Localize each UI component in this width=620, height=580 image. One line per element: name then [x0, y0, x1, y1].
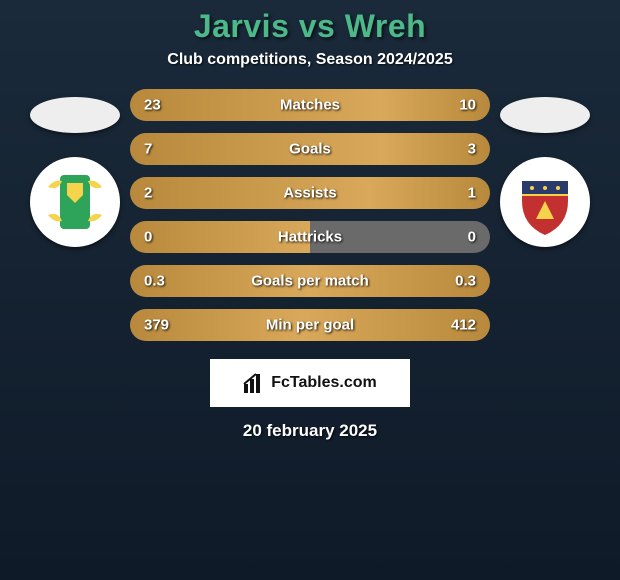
stat-value-left: 2 [144, 185, 152, 202]
right-side [490, 89, 600, 247]
infographic-container: Jarvis vs Wreh Club competitions, Season… [0, 0, 620, 580]
stat-value-left: 0 [144, 229, 152, 246]
stat-bar: 23 Matches 10 [130, 89, 490, 121]
stat-bar: 0 Hattricks 0 [130, 221, 490, 253]
stat-value-right: 412 [451, 317, 476, 334]
stat-label: Matches [280, 97, 340, 114]
stat-label: Goals [289, 141, 331, 158]
club-badge-icon [30, 157, 120, 247]
nation-flag-icon [500, 97, 590, 133]
chart-icon [243, 372, 265, 394]
stat-value-right: 1 [468, 185, 476, 202]
stat-value-right: 10 [459, 97, 476, 114]
stat-label: Hattricks [278, 229, 342, 246]
stat-bar: 2 Assists 1 [130, 177, 490, 209]
bar-fill-left [130, 89, 381, 121]
nation-flag-icon [30, 97, 120, 133]
stat-value-left: 379 [144, 317, 169, 334]
stat-value-left: 0.3 [144, 273, 165, 290]
source-text: FcTables.com [271, 374, 377, 392]
stat-value-left: 7 [144, 141, 152, 158]
source-attribution: FcTables.com [210, 359, 410, 407]
stat-bar: 379 Min per goal 412 [130, 309, 490, 341]
stat-bar: 7 Goals 3 [130, 133, 490, 165]
stat-label: Min per goal [266, 317, 354, 334]
stat-value-right: 0 [468, 229, 476, 246]
stat-label: Goals per match [251, 273, 369, 290]
page-title: Jarvis vs Wreh [194, 8, 426, 45]
club-badge-icon [500, 157, 590, 247]
stat-label: Assists [283, 185, 336, 202]
date-text: 20 february 2025 [243, 421, 377, 441]
stat-value-left: 23 [144, 97, 161, 114]
left-side [20, 89, 130, 247]
stat-value-right: 3 [468, 141, 476, 158]
stat-bars: 23Matches107Goals32Assists10Hattricks00.… [130, 89, 490, 341]
stat-value-right: 0.3 [455, 273, 476, 290]
stat-bar: 0.3 Goals per match 0.3 [130, 265, 490, 297]
page-subtitle: Club competitions, Season 2024/2025 [167, 51, 452, 69]
comparison-region: 23Matches107Goals32Assists10Hattricks00.… [0, 89, 620, 341]
bar-fill-left [130, 133, 382, 165]
